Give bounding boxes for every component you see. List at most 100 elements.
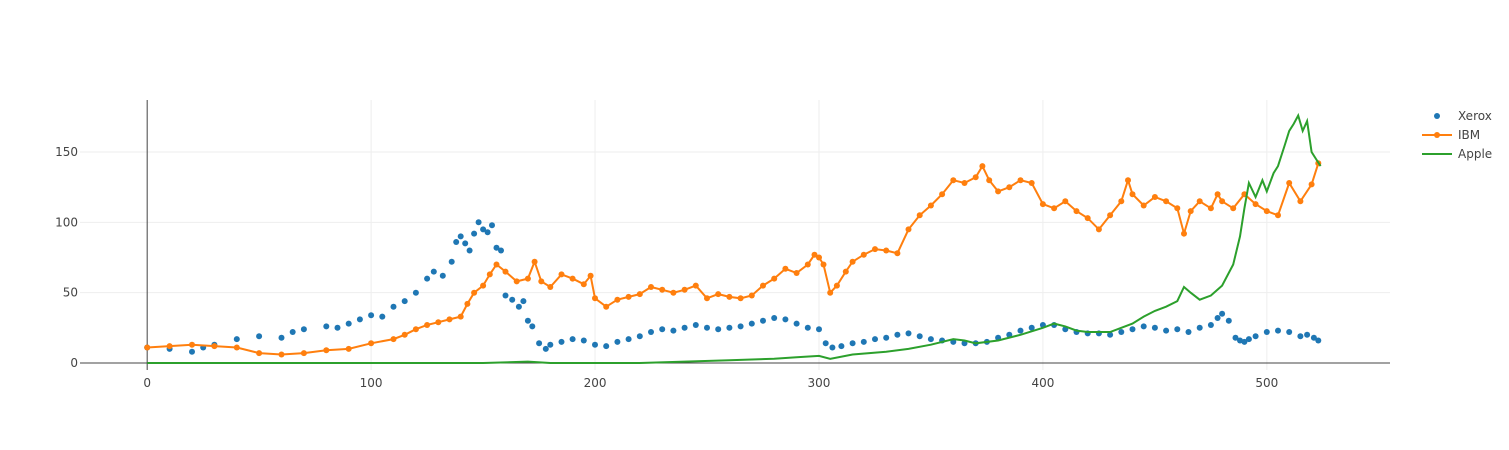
data-point-xerox-101 (1196, 324, 1203, 331)
data-point-xerox-105 (1225, 317, 1232, 324)
data-point-xerox-8 (289, 329, 296, 335)
data-point-ibm-19 (471, 289, 478, 296)
data-point-ibm-43 (704, 295, 710, 302)
data-point-xerox-18 (412, 289, 419, 296)
data-point-ibm-4 (233, 344, 240, 351)
y-tick-label-100: 100 (55, 215, 78, 229)
data-point-xerox-61 (760, 317, 766, 324)
data-point-xerox-19 (424, 275, 431, 282)
series-ibm (144, 160, 1322, 358)
legend-item-xerox[interactable]: Xerox (1434, 109, 1492, 123)
legend[interactable]: Xerox IBM Apple (1422, 109, 1492, 161)
data-point-xerox-39 (529, 323, 536, 330)
series-apple (147, 112, 1322, 364)
data-point-xerox-22 (448, 258, 455, 265)
x-tick-label-400: 400 (1031, 376, 1054, 390)
data-point-xerox-117 (1315, 337, 1322, 344)
data-point-ibm-55 (820, 261, 827, 268)
data-point-ibm-15 (435, 319, 442, 326)
data-point-ibm-39 (659, 286, 666, 293)
legend-item-apple[interactable]: Apple (1422, 147, 1492, 161)
series-xerox (144, 219, 1322, 355)
data-point-xerox-75 (905, 330, 912, 337)
data-point-ibm-11 (390, 336, 397, 343)
data-point-ibm-79 (1062, 198, 1069, 205)
data-point-ibm-85 (1125, 177, 1131, 184)
legend-label-xerox: Xerox (1458, 109, 1492, 123)
data-point-ibm-22 (493, 261, 500, 268)
data-point-xerox-6 (256, 333, 263, 340)
data-point-ibm-14 (424, 322, 431, 328)
data-point-xerox-115 (1304, 331, 1311, 338)
data-point-xerox-104 (1219, 310, 1226, 317)
data-point-ibm-77 (1039, 201, 1046, 208)
data-point-xerox-7 (278, 334, 285, 341)
data-point-xerox-56 (704, 324, 710, 331)
data-point-xerox-69 (838, 343, 845, 350)
data-point-xerox-77 (927, 336, 934, 343)
data-point-xerox-30 (484, 229, 491, 236)
data-point-ibm-71 (979, 163, 986, 170)
data-point-ibm-96 (1219, 198, 1226, 205)
data-point-xerox-26 (466, 247, 473, 254)
data-point-ibm-29 (558, 271, 565, 278)
data-point-ibm-35 (614, 296, 621, 303)
data-point-ibm-65 (916, 212, 923, 219)
data-point-ibm-1 (166, 343, 173, 350)
data-point-ibm-97 (1230, 205, 1237, 212)
data-point-xerox-38 (524, 317, 531, 324)
data-point-xerox-67 (822, 340, 829, 347)
data-point-xerox-15 (379, 313, 386, 320)
data-point-xerox-98 (1163, 327, 1170, 334)
x-tick-label-300: 300 (808, 376, 831, 390)
data-point-ibm-52 (804, 261, 811, 268)
data-point-xerox-25 (462, 240, 469, 247)
data-point-xerox-52 (659, 326, 666, 333)
x-tick-label-0: 0 (143, 376, 151, 390)
data-point-xerox-63 (782, 316, 789, 323)
data-point-xerox-53 (670, 327, 677, 334)
data-point-ibm-20 (480, 282, 487, 289)
data-point-xerox-27 (471, 230, 478, 237)
data-point-ibm-50 (782, 265, 789, 272)
data-point-ibm-47 (748, 292, 755, 299)
data-point-ibm-104 (1308, 181, 1315, 188)
data-point-ibm-75 (1017, 177, 1024, 184)
data-point-ibm-0 (144, 344, 151, 351)
data-point-xerox-43 (558, 338, 565, 345)
data-point-ibm-72 (986, 177, 993, 184)
data-point-ibm-45 (726, 293, 733, 300)
data-point-ibm-87 (1140, 202, 1147, 209)
data-point-ibm-41 (681, 286, 688, 293)
data-point-ibm-84 (1118, 198, 1125, 205)
data-point-xerox-2 (189, 348, 195, 355)
data-point-xerox-100 (1185, 329, 1192, 335)
data-point-ibm-36 (625, 293, 632, 300)
data-point-xerox-70 (849, 340, 856, 347)
data-point-xerox-86 (1028, 324, 1035, 331)
data-point-xerox-103 (1214, 315, 1221, 321)
data-point-ibm-73 (995, 188, 1002, 195)
data-point-ibm-33 (592, 295, 598, 302)
data-point-ibm-49 (771, 275, 778, 282)
data-point-ibm-81 (1084, 215, 1091, 222)
data-point-xerox-9 (300, 326, 307, 333)
data-point-ibm-90 (1174, 205, 1181, 212)
data-point-ibm-60 (860, 251, 867, 258)
data-point-xerox-51 (648, 329, 654, 335)
data-point-ibm-59 (849, 258, 856, 265)
data-point-ibm-25 (524, 275, 531, 282)
data-point-ibm-82 (1095, 226, 1102, 233)
data-point-ibm-86 (1129, 191, 1136, 198)
data-point-xerox-28 (475, 219, 482, 226)
data-point-xerox-71 (860, 338, 867, 345)
legend-item-ibm[interactable]: IBM (1422, 128, 1480, 142)
data-point-ibm-10 (368, 340, 375, 347)
data-point-xerox-41 (542, 345, 549, 352)
data-point-xerox-34 (502, 292, 509, 299)
data-point-xerox-44 (569, 336, 576, 343)
data-point-ibm-64 (905, 226, 912, 233)
data-point-xerox-21 (439, 272, 446, 279)
data-point-xerox-110 (1252, 333, 1259, 340)
